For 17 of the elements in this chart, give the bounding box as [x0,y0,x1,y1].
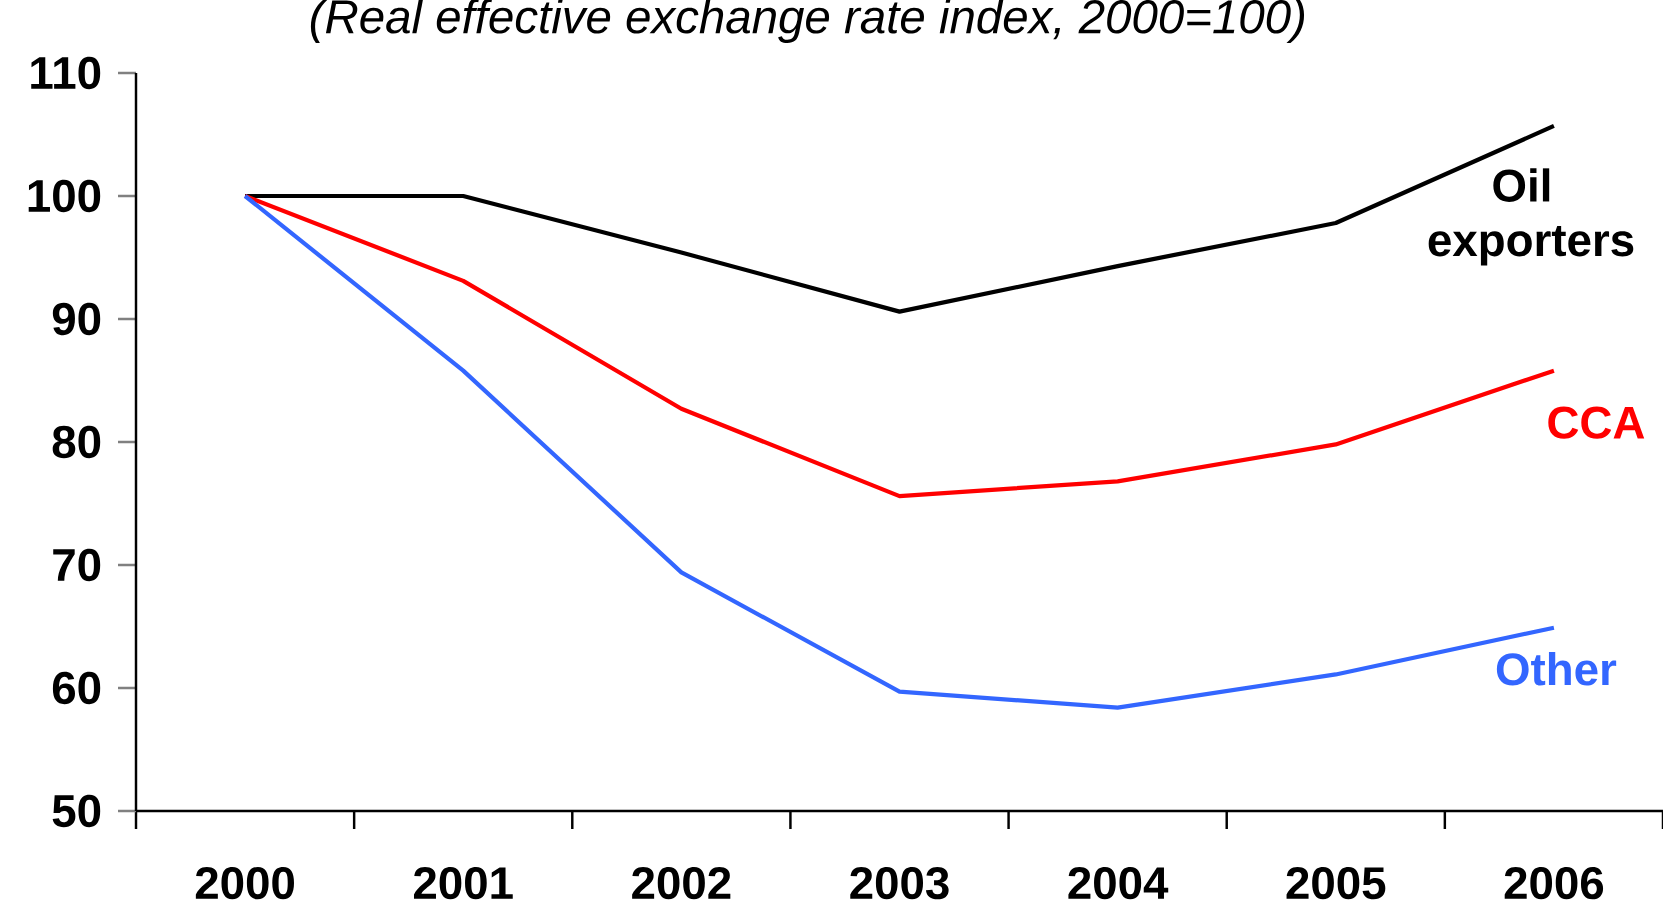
x-tick-label: 2005 [1286,866,1386,900]
x-tick-label: 2004 [1068,866,1169,900]
x-tick-label: 2001 [413,866,513,900]
series-label: Other [1496,651,1617,686]
x-tick-label: 2003 [850,866,949,900]
x-tick-label: 2000 [195,866,294,900]
y-tick-label: 60 [52,671,101,705]
series-label: CCA [1548,406,1645,439]
y-tick-label: 70 [53,548,101,582]
series-label: Oil exporters [1428,168,1634,266]
y-tick-label: 90 [52,302,101,336]
y-tick-label: 100 [28,179,101,213]
x-tick-label: 2002 [632,866,731,900]
y-tick-label: 50 [52,794,101,828]
y-tick-label: 80 [52,425,101,459]
y-tick-label: 110 [31,56,101,90]
x-tick-label: 2006 [1504,866,1604,900]
